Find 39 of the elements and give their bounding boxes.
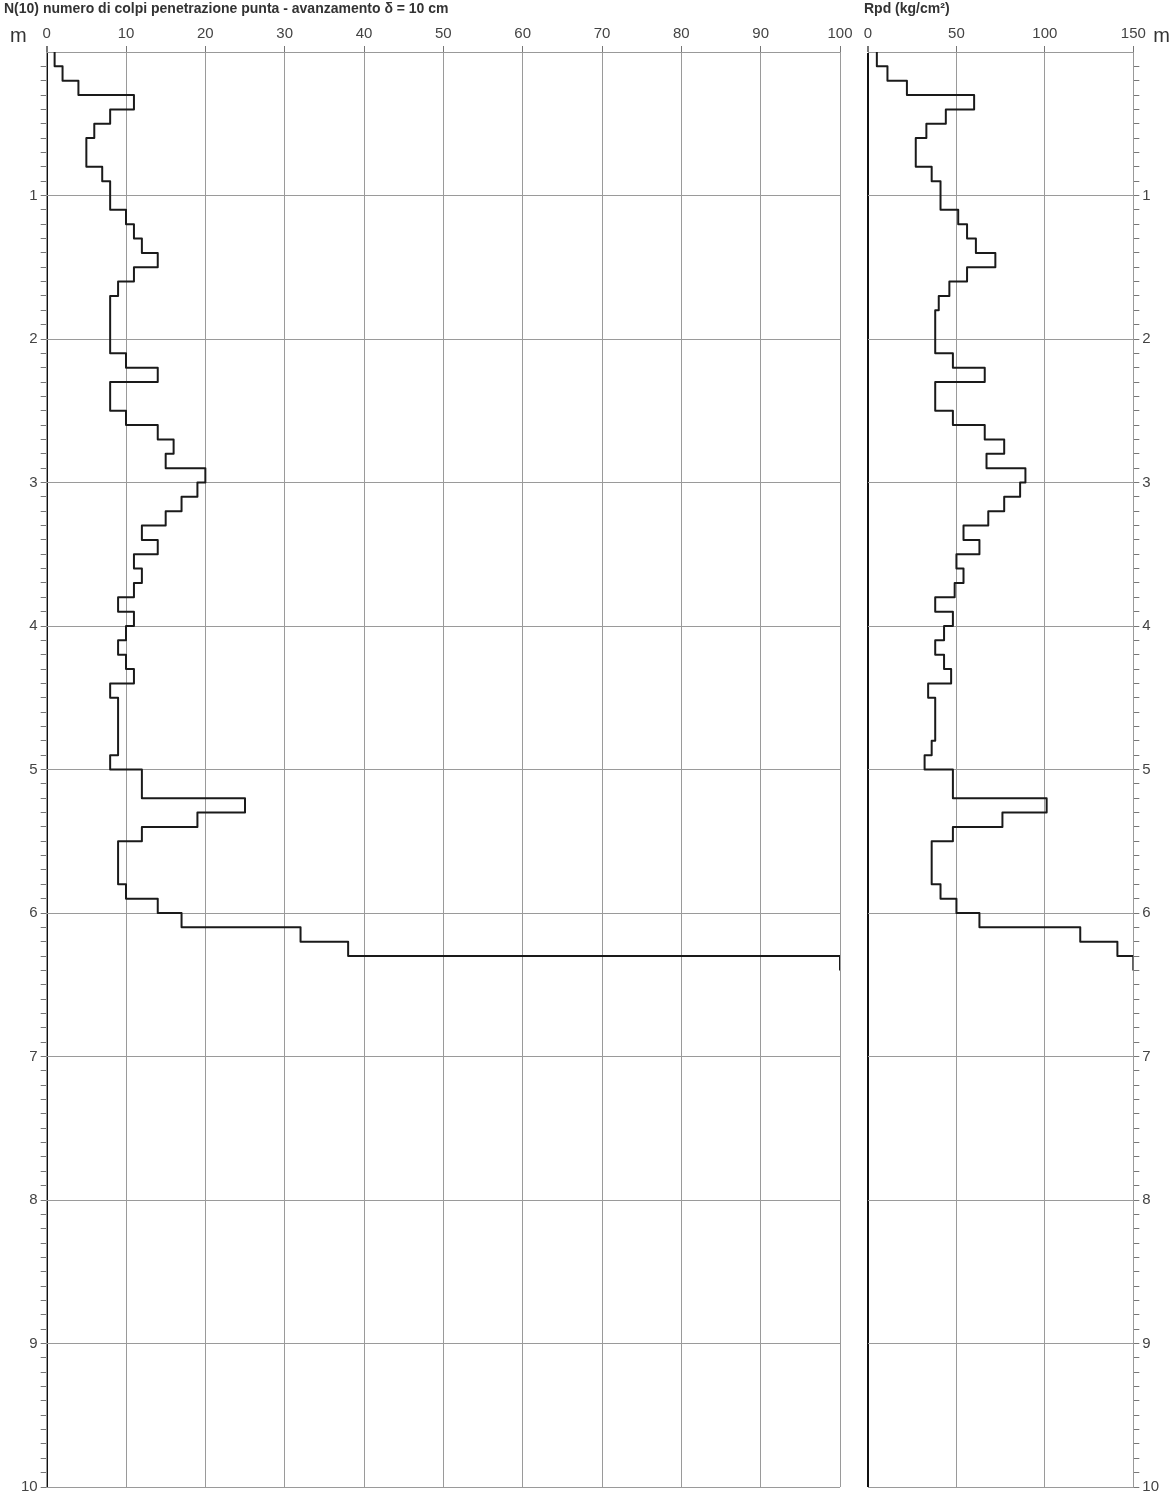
x-tick-label: 100: [827, 24, 853, 42]
y-tick-label: 6: [1142, 903, 1151, 921]
y-tick-label: 8: [1142, 1190, 1151, 1208]
x-tick-label: 60: [514, 24, 532, 42]
x-tick-label: 0: [863, 24, 873, 42]
y-tick-label: 2: [1142, 329, 1151, 347]
y-axis-title: m: [10, 23, 27, 46]
y-tick-label: 6: [29, 903, 38, 921]
x-tick-label: 40: [355, 24, 373, 42]
x-tick-label: 100: [1032, 24, 1058, 42]
y-tick-label: 9: [1142, 1333, 1151, 1351]
x-tick-label: 70: [593, 24, 611, 42]
y-tick-label: 9: [29, 1333, 38, 1351]
y-tick-label: 7: [1142, 1046, 1151, 1064]
y-tick-label: 1: [1142, 185, 1151, 203]
y-tick-label: 10: [21, 1477, 38, 1495]
y-tick-label: 1: [29, 185, 38, 203]
x-tick-label: 10: [117, 24, 135, 42]
y-tick-label: 3: [1142, 472, 1151, 490]
y-tick-label: 4: [1142, 616, 1151, 634]
y-tick-label: 5: [1142, 759, 1151, 777]
x-tick-label: 30: [276, 24, 294, 42]
x-tick-label: 50: [435, 24, 452, 42]
y-tick-label: 2: [29, 329, 38, 347]
y-tick-label: 4: [29, 616, 38, 634]
x-axis-title: Rpd (kg/cm²): [864, 0, 950, 16]
y-tick-label: 5: [29, 759, 38, 777]
x-tick-label: 50: [948, 24, 965, 42]
x-tick-label: 0: [42, 24, 51, 42]
y-tick-label: 3: [29, 472, 38, 490]
y-tick-label: 7: [29, 1046, 38, 1064]
x-axis-title: N(10) numero di colpi penetrazione punta - avanzamento δ = 10 cm: [4, 0, 449, 16]
x-tick-label: 80: [672, 24, 690, 42]
x-tick-label: 90: [752, 24, 770, 42]
y-tick-label: 10: [1142, 1477, 1159, 1495]
x-tick-label: 150: [1120, 24, 1146, 42]
y-tick-label: 8: [29, 1190, 38, 1208]
x-tick-label: 20: [197, 24, 214, 42]
y-axis-title: m: [1153, 23, 1170, 46]
